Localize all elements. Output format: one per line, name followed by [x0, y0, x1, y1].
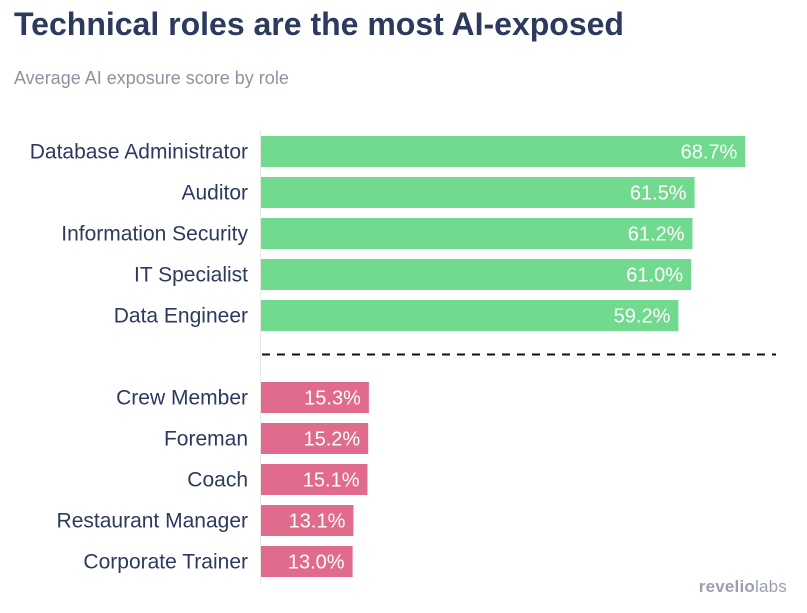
- value-label: 68.7%: [681, 142, 738, 164]
- bars-group: Database Administrator 68.7% Auditor 61.5% I…: [30, 136, 746, 577]
- category-label: Crew Member: [116, 387, 248, 410]
- value-label: 61.5%: [630, 183, 687, 205]
- bar-data-engineer: [261, 300, 679, 331]
- category-label: Auditor: [181, 182, 248, 205]
- value-label: 15.3%: [304, 388, 361, 410]
- category-label: Coach: [187, 469, 248, 492]
- bar-corporate-trainer: [261, 546, 353, 577]
- value-label: 61.0%: [626, 265, 683, 287]
- chart-title: Technical roles are the most AI-exposed: [14, 6, 624, 42]
- brand-logo: reveliolabs: [699, 577, 787, 597]
- value-label: 13.0%: [288, 552, 345, 574]
- chart-subtitle: Average AI exposure score by role: [14, 68, 289, 88]
- bar-information-security: [261, 218, 693, 249]
- bar-it-specialist: [261, 259, 692, 290]
- value-label: 61.2%: [628, 224, 685, 246]
- value-label: 15.2%: [303, 429, 360, 451]
- bar-auditor: [261, 177, 695, 208]
- category-label: Foreman: [164, 428, 248, 451]
- bar-database-administrator: [261, 136, 746, 167]
- bar-foreman: [261, 423, 369, 454]
- category-label: Database Administrator: [30, 141, 248, 164]
- bar-crew-member: [261, 382, 369, 413]
- brand-part-2: labs: [755, 577, 787, 596]
- category-label: Information Security: [61, 223, 248, 246]
- category-label: Corporate Trainer: [83, 551, 248, 574]
- category-label: IT Specialist: [134, 264, 248, 287]
- value-label: 13.1%: [289, 511, 346, 533]
- bar-coach: [261, 464, 368, 495]
- brand-part-1: revelio: [698, 577, 755, 596]
- value-label: 15.1%: [303, 470, 360, 492]
- category-label: Data Engineer: [114, 305, 248, 328]
- bar-restaurant-manager: [261, 505, 354, 536]
- value-label: 59.2%: [614, 306, 671, 328]
- category-label: Restaurant Manager: [57, 510, 248, 533]
